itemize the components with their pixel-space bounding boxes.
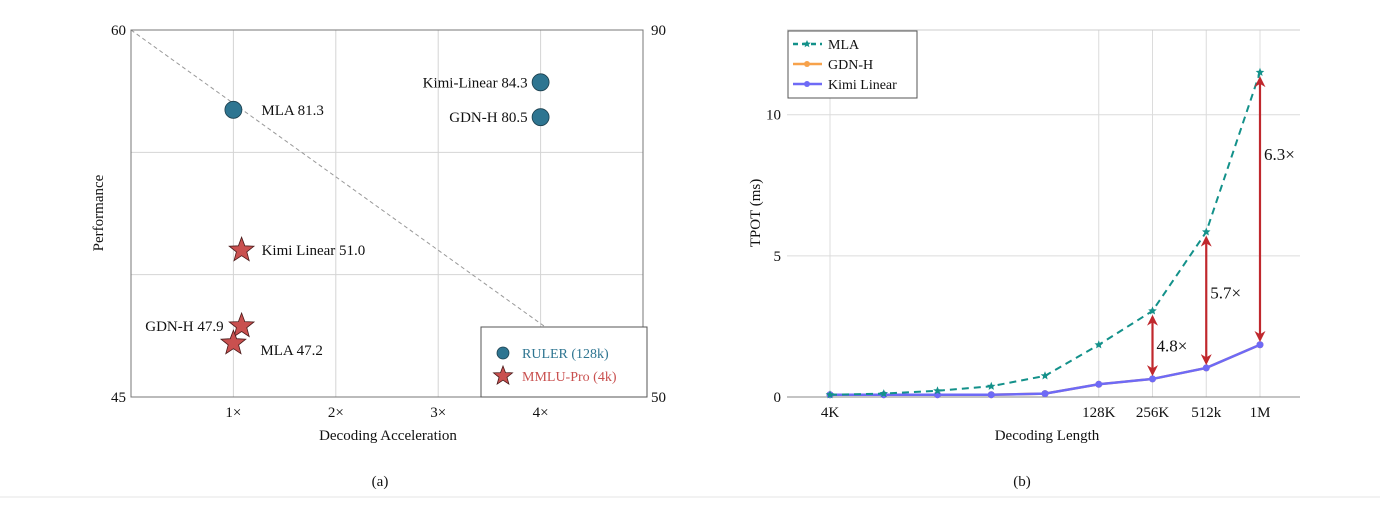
y-right-tick-label: 90 xyxy=(651,23,666,39)
ratio-label: 5.7× xyxy=(1210,283,1241,302)
legend-label: RULER (128k) xyxy=(522,347,609,362)
data-point xyxy=(1255,67,1265,76)
legend-box xyxy=(480,326,648,398)
mmlu-point xyxy=(228,311,256,338)
legend-label: MMLU-Pro (4k) xyxy=(522,370,617,385)
mmlu-point xyxy=(228,236,256,262)
x-tick-label: 512k xyxy=(1191,405,1222,421)
mmlu-point-label: GDN-H 47.9 xyxy=(145,319,223,335)
ruler-point xyxy=(531,108,550,127)
x-tick-label: 2× xyxy=(328,405,344,421)
y-tick-label: 5 xyxy=(774,249,782,265)
data-point xyxy=(1202,227,1211,236)
data-point xyxy=(987,381,996,390)
data-point xyxy=(933,386,942,395)
data-point xyxy=(1041,390,1049,398)
x-tick-label: 128K xyxy=(1082,405,1116,421)
legend-marker-icon xyxy=(803,40,811,48)
legend-star-icon xyxy=(492,364,514,386)
y-axis-label-b: TPOT (ms) xyxy=(748,179,764,247)
series-line-mla xyxy=(829,72,1261,396)
y-right-tick-label: 50 xyxy=(651,390,666,406)
x-tick-label: 4K xyxy=(821,405,840,421)
chart-b: (b) Decoding Length TPOT (ms) 0 5 10 4K 128K… xyxy=(748,29,1300,490)
data-point xyxy=(1202,364,1210,372)
ruler-point-label: GDN-H 80.5 xyxy=(449,110,527,126)
x-tick-label: 4× xyxy=(533,405,549,421)
caption-a: (a) xyxy=(372,474,389,490)
y-left-tick-label: 60 xyxy=(111,23,126,39)
ruler-point-label: MLA 81.3 xyxy=(261,103,324,119)
data-point xyxy=(1148,306,1157,315)
legend-a: RULER (128k) MMLU-Pro (4k) xyxy=(480,326,648,398)
data-point xyxy=(1149,375,1156,383)
legend-label: Kimi Linear xyxy=(828,78,897,93)
legend-circle-icon xyxy=(496,346,510,360)
y-tick-label: 0 xyxy=(774,390,782,406)
y-tick-label: 10 xyxy=(766,108,781,124)
x-tick-label: 3× xyxy=(430,405,446,421)
legend-label: GDN-H xyxy=(828,58,873,73)
caption-b: (b) xyxy=(1013,474,1031,490)
mmlu-point-label: MLA 47.2 xyxy=(260,343,323,359)
ruler-point xyxy=(224,100,243,119)
mmlu-point-label: Kimi Linear 51.0 xyxy=(262,243,366,259)
plot-frame xyxy=(130,29,644,398)
x-tick-label: 1M xyxy=(1250,405,1271,421)
series-line-kimi-linear xyxy=(830,343,1261,396)
x-axis-label-b: Decoding Length xyxy=(995,428,1100,444)
y-axis-label-a: Performance xyxy=(91,174,107,251)
legend-marker-icon xyxy=(804,61,810,67)
data-point xyxy=(987,391,995,399)
ratio-label: 6.3× xyxy=(1264,145,1295,164)
data-point xyxy=(1095,380,1103,388)
mmlu-point xyxy=(219,329,247,355)
data-point xyxy=(1040,371,1050,380)
legend-marker-icon xyxy=(804,81,810,87)
data-point xyxy=(1094,340,1103,349)
ratio-label: 4.8× xyxy=(1157,336,1188,355)
x-tick-label: 1× xyxy=(225,405,241,421)
x-tick-label: 256K xyxy=(1136,405,1170,421)
data-point xyxy=(1256,341,1264,349)
ruler-point xyxy=(531,73,550,92)
y-left-tick-label: 45 xyxy=(111,390,126,406)
data-point xyxy=(825,390,835,399)
x-axis-label-a: Decoding Acceleration xyxy=(319,428,457,444)
legend-label: MLA xyxy=(828,38,860,53)
ruler-point-label: Kimi-Linear 84.3 xyxy=(423,75,528,91)
legend-b: MLA GDN-H Kimi Linear xyxy=(787,30,918,99)
chart-a: (a) Decoding Acceleration Performance 1×… xyxy=(91,23,666,490)
data-point xyxy=(879,389,888,398)
